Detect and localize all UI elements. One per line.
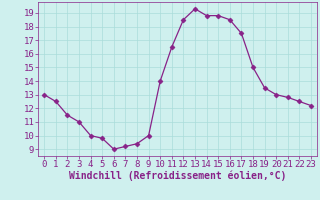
X-axis label: Windchill (Refroidissement éolien,°C): Windchill (Refroidissement éolien,°C) [69, 171, 286, 181]
